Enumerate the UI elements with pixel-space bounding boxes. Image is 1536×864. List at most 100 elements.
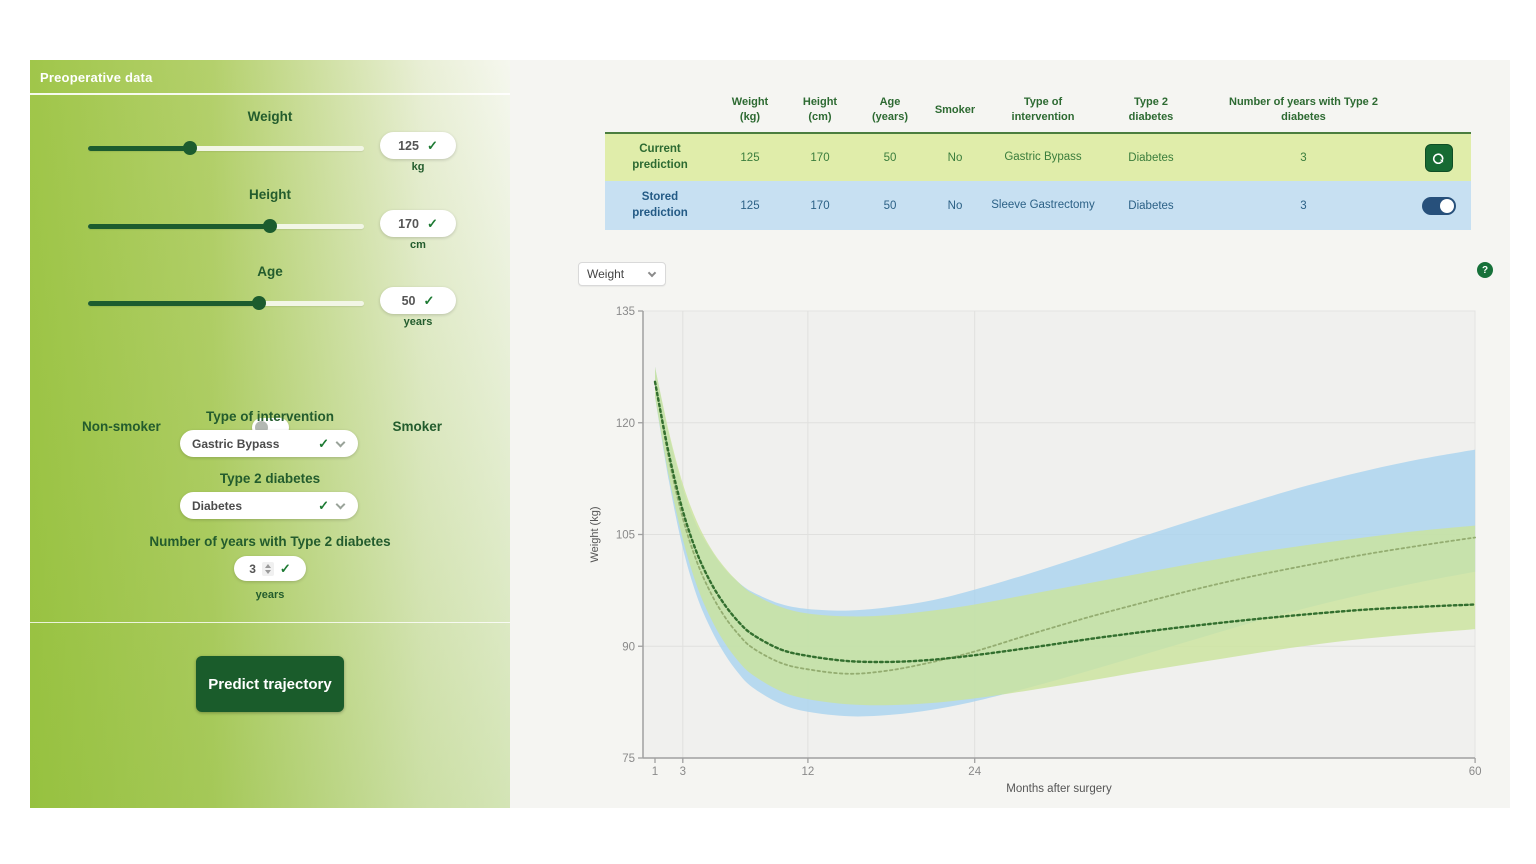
height-unit: cm — [410, 239, 426, 251]
slider-fill — [88, 301, 260, 306]
diabetes-label: Type 2 diabetes — [219, 471, 321, 486]
svg-text:Months after surgery: Months after surgery — [1006, 783, 1112, 795]
svg-text:90: 90 — [622, 641, 635, 653]
cell-height: 170 — [810, 199, 830, 212]
cell-diabetes: Diabetes — [1128, 199, 1174, 212]
cell-age: 50 — [883, 151, 897, 164]
show-stored-toggle[interactable] — [1421, 196, 1456, 215]
svg-text:75: 75 — [622, 753, 635, 765]
header-weight: Weight (kg) — [731, 96, 769, 123]
svg-text:135: 135 — [616, 306, 635, 318]
height-value-field[interactable]: 170 ✓ — [380, 210, 456, 237]
cell-age: 50 — [883, 199, 897, 212]
intervention-select[interactable]: Gastric Bypass ✓ — [180, 430, 358, 457]
question-mark-icon: ? — [1481, 264, 1489, 276]
panel-title: Preoperative data — [40, 70, 153, 85]
slider-fill — [88, 224, 271, 229]
trajectory-chart: 75 90 105 120 135 1 3 12 24 60 Months after surger… — [560, 290, 1510, 805]
help-button[interactable]: ? — [1477, 262, 1493, 278]
svg-text:60: 60 — [1469, 766, 1482, 778]
height-slider[interactable] — [88, 219, 364, 233]
intervention-label: Type of intervention — [205, 409, 334, 424]
diabetes-value: Diabetes — [192, 498, 243, 513]
years-diabetes-unit: years — [255, 589, 285, 601]
svg-text:1: 1 — [652, 766, 658, 778]
cell-weight: 125 — [740, 151, 760, 164]
check-icon: ✓ — [318, 497, 329, 513]
slider-fill — [88, 146, 191, 151]
svg-text:Weight (kg): Weight (kg) — [589, 506, 601, 562]
number-stepper[interactable] — [261, 561, 274, 576]
header-diabetes: Type 2 diabetes — [1128, 96, 1174, 123]
preoperative-data-panel: Preoperative data Weight 125 ✓ kg Height… — [30, 60, 510, 808]
panel-divider — [30, 622, 510, 623]
age-label: Age — [257, 264, 283, 279]
intervention-value: Gastric Bypass — [192, 436, 280, 451]
predictions-table: Weight (kg) Height (cm) Age (years) Smok… — [605, 88, 1471, 230]
svg-text:24: 24 — [968, 766, 981, 778]
header-intervention: Type of intervention — [1011, 96, 1075, 123]
age-unit: years — [403, 316, 433, 328]
height-label: Height — [249, 187, 291, 202]
table-header-row: Weight (kg) Height (cm) Age (years) Smok… — [605, 88, 1471, 132]
chevron-down-icon — [335, 437, 346, 447]
row-label: Stored prediction — [632, 190, 688, 219]
chevron-down-icon — [335, 499, 346, 509]
check-icon: ✓ — [426, 137, 438, 153]
current-prediction-row: Current prediction 125 170 50 No Gastric… — [605, 132, 1471, 181]
age-value-field[interactable]: 50 ✓ — [380, 287, 456, 314]
chevron-down-icon — [647, 268, 657, 277]
metric-select-value: Weight — [587, 267, 625, 281]
years-diabetes-label-row: Number of years with Type 2 diabetes — [30, 533, 510, 551]
weight-value-field[interactable]: 125 ✓ — [380, 132, 456, 159]
header-years-diabetes: Number of years with Type 2 diabetes — [1229, 96, 1378, 123]
save-icon — [1432, 153, 1444, 165]
cell-diabetes: Diabetes — [1128, 151, 1174, 164]
intervention-label-row: Type of intervention — [30, 408, 510, 426]
panel-title-divider — [30, 93, 510, 95]
slider-track — [88, 146, 364, 151]
svg-text:105: 105 — [616, 530, 635, 542]
smoker-row: Non-smoker Smoker — [30, 418, 510, 438]
predict-trajectory-button[interactable]: Predict trajectory — [196, 656, 344, 712]
height-value: 170 — [398, 216, 419, 231]
age-value: 50 — [401, 293, 416, 308]
years-diabetes-label: Number of years with Type 2 diabetes — [149, 534, 391, 549]
store-prediction-button[interactable] — [1424, 143, 1453, 172]
slider-thumb[interactable] — [252, 296, 267, 310]
weight-slider[interactable] — [88, 141, 364, 155]
header-age: Age (years) — [871, 96, 909, 123]
smoker-label: Smoker — [392, 419, 442, 434]
check-icon: ✓ — [279, 560, 291, 576]
check-icon: ✓ — [423, 292, 435, 308]
cell-intervention: Sleeve Gastrectomy — [991, 199, 1095, 212]
cell-smoker: No — [947, 151, 963, 164]
check-icon: ✓ — [426, 215, 438, 231]
weight-label-row: Weight — [30, 108, 510, 126]
toggle-knob — [1439, 198, 1454, 213]
cell-years-diabetes: 3 — [1300, 199, 1307, 212]
diabetes-label-row: Type 2 diabetes — [30, 470, 510, 488]
weight-value: 125 — [398, 138, 419, 153]
non-smoker-label: Non-smoker — [82, 419, 161, 434]
svg-text:3: 3 — [680, 766, 686, 778]
slider-thumb[interactable] — [183, 141, 198, 155]
cell-smoker: No — [947, 199, 963, 212]
svg-text:120: 120 — [616, 418, 635, 430]
age-slider[interactable] — [88, 296, 364, 310]
cell-height: 170 — [810, 151, 830, 164]
header-smoker: Smoker — [934, 103, 976, 116]
years-diabetes-input[interactable]: 3 ✓ — [234, 556, 306, 581]
check-icon: ✓ — [318, 435, 329, 451]
cell-intervention: Gastric Bypass — [1004, 151, 1082, 164]
header-height: Height (cm) — [802, 96, 838, 123]
age-label-row: Age — [30, 263, 510, 281]
slider-thumb[interactable] — [263, 219, 278, 233]
cell-years-diabetes: 3 — [1300, 151, 1307, 164]
metric-select[interactable]: Weight — [578, 262, 666, 286]
diabetes-select[interactable]: Diabetes ✓ — [180, 492, 358, 519]
years-diabetes-unit-row: years — [30, 585, 510, 603]
row-label: Current prediction — [632, 142, 688, 171]
weight-unit: kg — [411, 161, 425, 173]
